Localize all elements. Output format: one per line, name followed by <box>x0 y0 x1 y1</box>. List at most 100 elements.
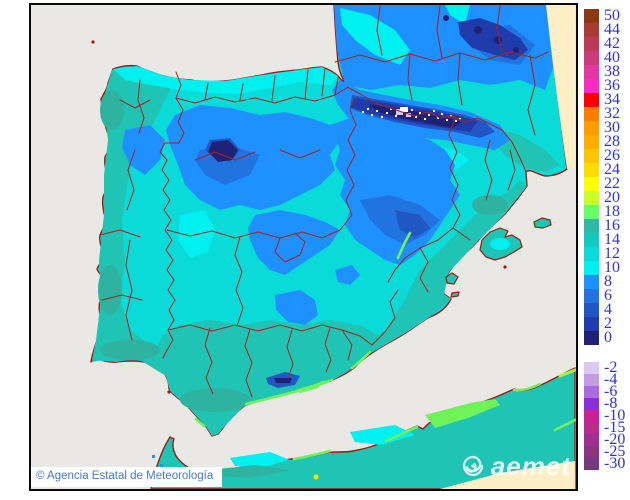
colorbar-swatch-2 <box>584 317 599 331</box>
colorbar-swatch-16 <box>584 219 599 233</box>
colorbar-row-40: 40 <box>584 49 625 66</box>
colorbar-row-8: 8 <box>584 273 625 290</box>
aemet-swirl-icon <box>462 455 483 477</box>
colorbar-label--10: -10 <box>604 407 626 424</box>
colorbar-row--30: -30 <box>584 455 626 472</box>
colorbar-row-20: 20 <box>584 189 625 206</box>
colorbar-label-2: 2 <box>604 315 612 332</box>
colorbar-label-44: 44 <box>604 21 620 38</box>
colorbar-label-4: 4 <box>604 301 612 318</box>
south-coast-green-strips <box>194 231 412 428</box>
colorbar-label-20: 20 <box>604 189 620 206</box>
colorbar-swatch-40 <box>584 51 599 65</box>
menorca-island <box>533 217 552 229</box>
colorbar-swatch--20 <box>584 434 599 446</box>
colorbar-label--15: -15 <box>604 419 626 436</box>
africa-out-of-domain-band <box>440 461 575 489</box>
ibiza-island <box>445 272 459 285</box>
colorbar-swatch--8 <box>584 398 599 410</box>
colorbar-label-34: 34 <box>604 91 620 108</box>
colorbar-swatch-36 <box>584 79 599 93</box>
colorbar-swatch--30 <box>584 458 599 470</box>
colorbar-row-30: 30 <box>584 120 625 136</box>
colorbar-row-18: 18 <box>584 204 625 220</box>
admin-borders <box>99 5 549 398</box>
colorbar-label-28: 28 <box>604 133 620 150</box>
pyrenees-snow-speckles <box>362 107 461 122</box>
colorbar-row--15: -15 <box>584 419 626 436</box>
coastal-islet-marker <box>91 40 95 44</box>
colorbar-row-22: 22 <box>584 175 625 192</box>
colorbar-swatch-12 <box>584 247 599 261</box>
aemet-logo-text: aemet <box>490 451 571 481</box>
colorbar-label--2: -2 <box>604 359 618 376</box>
colorbar-row--10: -10 <box>584 407 626 424</box>
colorbar-swatch-22 <box>584 177 599 191</box>
colorbar-swatch-30 <box>584 121 599 135</box>
colorbar-row-6: 6 <box>584 287 625 304</box>
map-frame: © Agencia Estatal de Meteorología aemet <box>29 3 578 491</box>
colorbar-label-40: 40 <box>604 49 620 66</box>
colorbar-swatch-34 <box>584 93 599 107</box>
colorbar-label-22: 22 <box>604 175 620 192</box>
colorbar-row-34: 34 <box>584 91 625 108</box>
colorbar-label-38: 38 <box>604 63 620 80</box>
balearic-islands <box>445 217 552 298</box>
colorbar-label-32: 32 <box>604 105 620 122</box>
colorbar-row-10: 10 <box>584 259 625 276</box>
colorbar-row-36: 36 <box>584 77 625 94</box>
colorbar-upper-block: 50 44 42 40 38 36 34 32 30 28 26 24 22 20 18 16 14 12 10 8 6… <box>584 7 625 346</box>
colorbar-row--4: -4 <box>584 372 625 388</box>
colorbar-label-10: 10 <box>604 259 620 276</box>
colorbar-row-44: 44 <box>584 21 625 38</box>
colorbar-row-14: 14 <box>584 232 625 248</box>
colorbar-swatch-42 <box>584 37 599 51</box>
cabrera-islet <box>503 265 507 269</box>
colorbar-row--20: -20 <box>584 432 625 448</box>
attribution-badge: © Agencia Estatal de Meteorología <box>31 466 223 487</box>
colorbar-swatch-18 <box>584 205 599 219</box>
colorbar-row-12: 12 <box>584 246 625 262</box>
colorbar-swatch-10 <box>584 261 599 275</box>
colorbar-swatch--15 <box>584 422 599 434</box>
colorbar-row--25: -25 <box>584 443 626 460</box>
colorbar-row--2: -2 <box>584 359 625 376</box>
colorbar-swatch--10 <box>584 410 599 422</box>
colorbar-swatch-24 <box>584 163 599 177</box>
colorbar-row-32: 32 <box>584 105 625 122</box>
colorbar-label-36: 36 <box>604 77 620 94</box>
colorbar-swatch-4 <box>584 303 599 317</box>
colorbar-swatch-44 <box>584 23 599 37</box>
colorbar-label-42: 42 <box>604 35 620 52</box>
colorbar-label-26: 26 <box>604 147 620 164</box>
colorbar-swatch--6 <box>584 386 599 398</box>
aemet-watermark: aemet <box>458 451 571 481</box>
colorbar-label--8: -8 <box>604 395 618 412</box>
colorbar-label-6: 6 <box>604 287 612 304</box>
colorbar-swatch-26 <box>584 149 599 163</box>
out-of-domain-corner <box>546 5 575 169</box>
colorbar-swatch-38 <box>584 65 599 79</box>
colorbar-row-16: 16 <box>584 218 625 234</box>
colorbar-row-24: 24 <box>584 162 625 178</box>
colorbar-row--6: -6 <box>584 383 625 400</box>
colorbar-row-4: 4 <box>584 301 625 318</box>
colorbar-swatch-8 <box>584 275 599 289</box>
colorbar-row-0: 0 <box>584 330 625 346</box>
colorbar-label--6: -6 <box>604 383 618 400</box>
colorbar-swatch-32 <box>584 107 599 121</box>
cadiz-marker <box>167 390 171 394</box>
colorbar-row-28: 28 <box>584 133 625 150</box>
formentera-island <box>450 291 460 298</box>
colorbar-label-50: 50 <box>604 7 620 24</box>
spain-temperature-map <box>31 5 576 489</box>
colorbar-label--25: -25 <box>604 443 626 460</box>
colorbar-row-2: 2 <box>584 315 625 332</box>
colorbar-label-8: 8 <box>604 273 612 290</box>
colorbar-row-38: 38 <box>584 63 625 80</box>
colorbar-swatch-0 <box>584 331 599 345</box>
colorbar-swatch--2 <box>584 362 599 374</box>
colorbar-swatch--4 <box>584 374 599 386</box>
colorbar-row-50: 50 <box>584 7 625 24</box>
colorbar-label--30: -30 <box>604 455 626 472</box>
